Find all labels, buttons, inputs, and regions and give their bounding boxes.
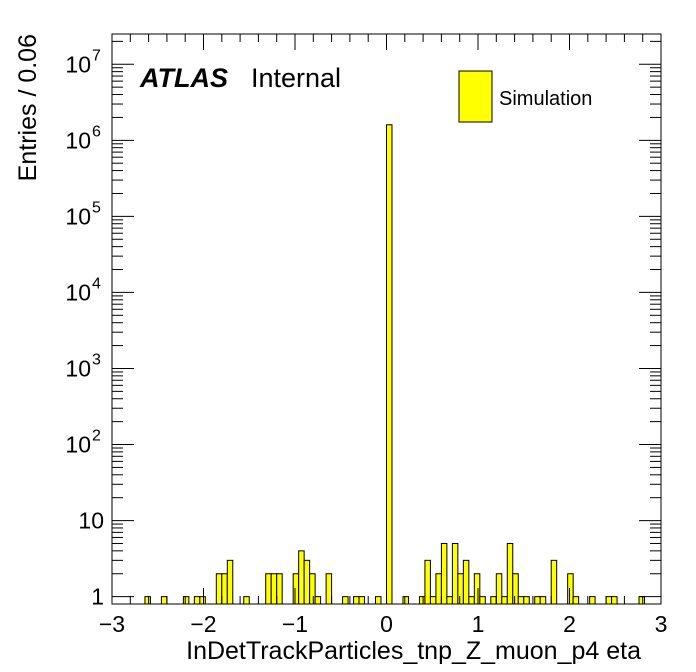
- legend-entry-label: Simulation: [499, 88, 592, 110]
- x-tick-label: 3: [655, 611, 668, 637]
- histogram-bar: [605, 596, 613, 605]
- histogram-bar: [144, 596, 151, 605]
- x-axis-label: InDetTrackParticles_tnp_Z_muon_p4 eta: [186, 637, 641, 665]
- histogram-bar: [517, 596, 525, 605]
- histogram-bar: [512, 573, 519, 605]
- y-tick-label: 10: [78, 508, 104, 534]
- histogram-bar: [215, 573, 223, 605]
- y-tick-exponent: 6: [92, 123, 101, 140]
- y-tick-exponent: 4: [92, 275, 101, 292]
- histogram-bar: [567, 573, 574, 605]
- histogram-bar: [386, 124, 393, 605]
- histogram-bar: [473, 573, 481, 605]
- histogram-bar: [451, 542, 459, 605]
- histogram-bar: [589, 596, 596, 605]
- histogram-bar: [506, 542, 514, 605]
- histogram-bar: [243, 596, 250, 605]
- histogram-bar: [418, 596, 426, 605]
- atlas-label: ATLAS: [139, 63, 228, 93]
- y-tick-label: 1: [91, 584, 104, 610]
- y-tick-label: 10: [65, 279, 91, 305]
- histogram-bar: [501, 596, 508, 605]
- histogram-bar: [457, 573, 464, 605]
- histogram-bar: [523, 596, 530, 605]
- histogram-bar: [353, 596, 360, 605]
- y-axis-label: Entries / 0.06: [14, 34, 42, 181]
- legend-swatch: [458, 70, 493, 123]
- histogram-bar: [325, 573, 333, 605]
- histogram-bar: [429, 596, 437, 605]
- legend: Simulation: [458, 70, 592, 123]
- histogram-bar: [638, 596, 646, 605]
- histogram-bar: [182, 596, 190, 605]
- histogram-bar: [270, 573, 278, 605]
- histogram-bar: [495, 573, 503, 605]
- histogram-bar: [303, 559, 311, 605]
- y-tick-label: 10: [65, 432, 91, 458]
- histogram-bar: [468, 596, 475, 605]
- histogram-bar: [490, 596, 497, 605]
- histogram-bar: [292, 573, 300, 605]
- histogram-bar: [193, 596, 201, 605]
- histogram-bar: [534, 596, 541, 605]
- x-tick-label: −1: [282, 611, 308, 637]
- bars-layer: [144, 124, 646, 605]
- histogram-bar: [611, 596, 618, 605]
- histogram-bar: [160, 596, 168, 605]
- histogram-bar: [199, 596, 206, 605]
- histogram-bar: [462, 559, 470, 605]
- histogram-bar: [309, 573, 316, 605]
- y-tick-exponent: 2: [92, 428, 101, 445]
- histogram-bar: [276, 573, 283, 605]
- x-tick-label: −3: [99, 611, 125, 637]
- x-ticks-layer: −3 −2 −1 0 1 2 3: [99, 34, 668, 637]
- x-tick-label: 1: [472, 611, 485, 637]
- x-tick-label: 2: [563, 611, 576, 637]
- histogram-bar: [550, 559, 558, 605]
- atlas-sublabel: Internal: [251, 63, 341, 93]
- y-tick-label: 10: [65, 203, 91, 229]
- histogram-bar: [402, 596, 409, 605]
- histogram-bar: [221, 573, 228, 605]
- y-tick-exponent: 7: [92, 47, 101, 64]
- histogram-bar: [479, 596, 486, 605]
- histogram-bar: [342, 596, 349, 605]
- histogram-bar: [298, 550, 305, 605]
- x-tick-label: −2: [190, 611, 216, 637]
- histogram-bar: [435, 573, 442, 605]
- histogram-bar: [539, 596, 547, 605]
- histogram-bar: [226, 559, 234, 605]
- histogram-bar: [265, 573, 272, 605]
- histogram-bar: [424, 559, 431, 605]
- y-tick-exponent: 3: [92, 351, 101, 368]
- histogram-bar: [440, 542, 448, 605]
- histogram-bar: [572, 596, 580, 605]
- histogram-bar: [446, 596, 453, 605]
- y-tick-exponent: 5: [92, 199, 101, 216]
- histogram-bar: [358, 596, 366, 605]
- y-tick-label: 10: [65, 127, 91, 153]
- histogram-bar: [375, 596, 382, 605]
- x-tick-label: 0: [380, 611, 393, 637]
- y-tick-label: 10: [65, 355, 91, 381]
- y-tick-label: 10: [65, 51, 91, 77]
- histogram-bar: [314, 596, 322, 605]
